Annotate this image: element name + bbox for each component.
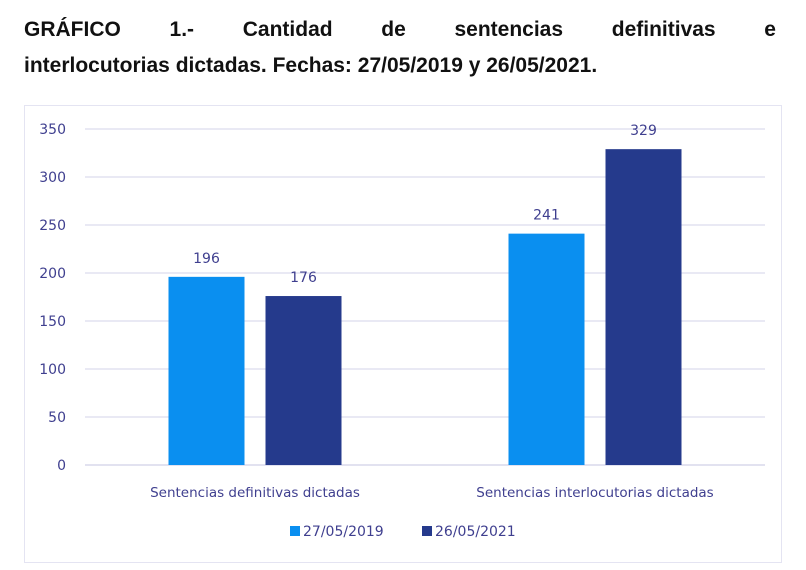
data-label: 329 [630, 123, 657, 139]
legend-label: 26/05/2021 [435, 524, 516, 540]
x-tick-label: Sentencias definitivas dictadas [150, 485, 360, 501]
legend-label: 27/05/2019 [303, 524, 384, 540]
y-tick-label: 50 [48, 410, 66, 426]
bar [168, 276, 245, 465]
y-tick-label: 0 [57, 458, 66, 474]
y-tick-label: 250 [39, 218, 66, 234]
chart-title-line1: GRÁFICO 1.- Cantidad de sentencias defin… [24, 18, 776, 41]
chart-frame [24, 105, 782, 563]
legend-swatch [290, 526, 300, 536]
y-tick-label: 150 [39, 314, 66, 330]
bar [508, 233, 585, 465]
legend-swatch [422, 526, 432, 536]
data-label: 176 [290, 270, 317, 286]
y-tick-label: 350 [39, 122, 66, 138]
data-label: 196 [193, 251, 220, 267]
y-tick-label: 200 [39, 266, 66, 282]
chart-title-line2: interlocutorias dictadas. Fechas: 27/05/… [24, 54, 598, 77]
x-tick-label: Sentencias interlocutorias dictadas [476, 485, 713, 501]
bar [605, 149, 682, 465]
data-label: 241 [533, 208, 560, 224]
bar [265, 296, 342, 465]
y-tick-label: 100 [39, 362, 66, 378]
y-tick-label: 300 [39, 170, 66, 186]
